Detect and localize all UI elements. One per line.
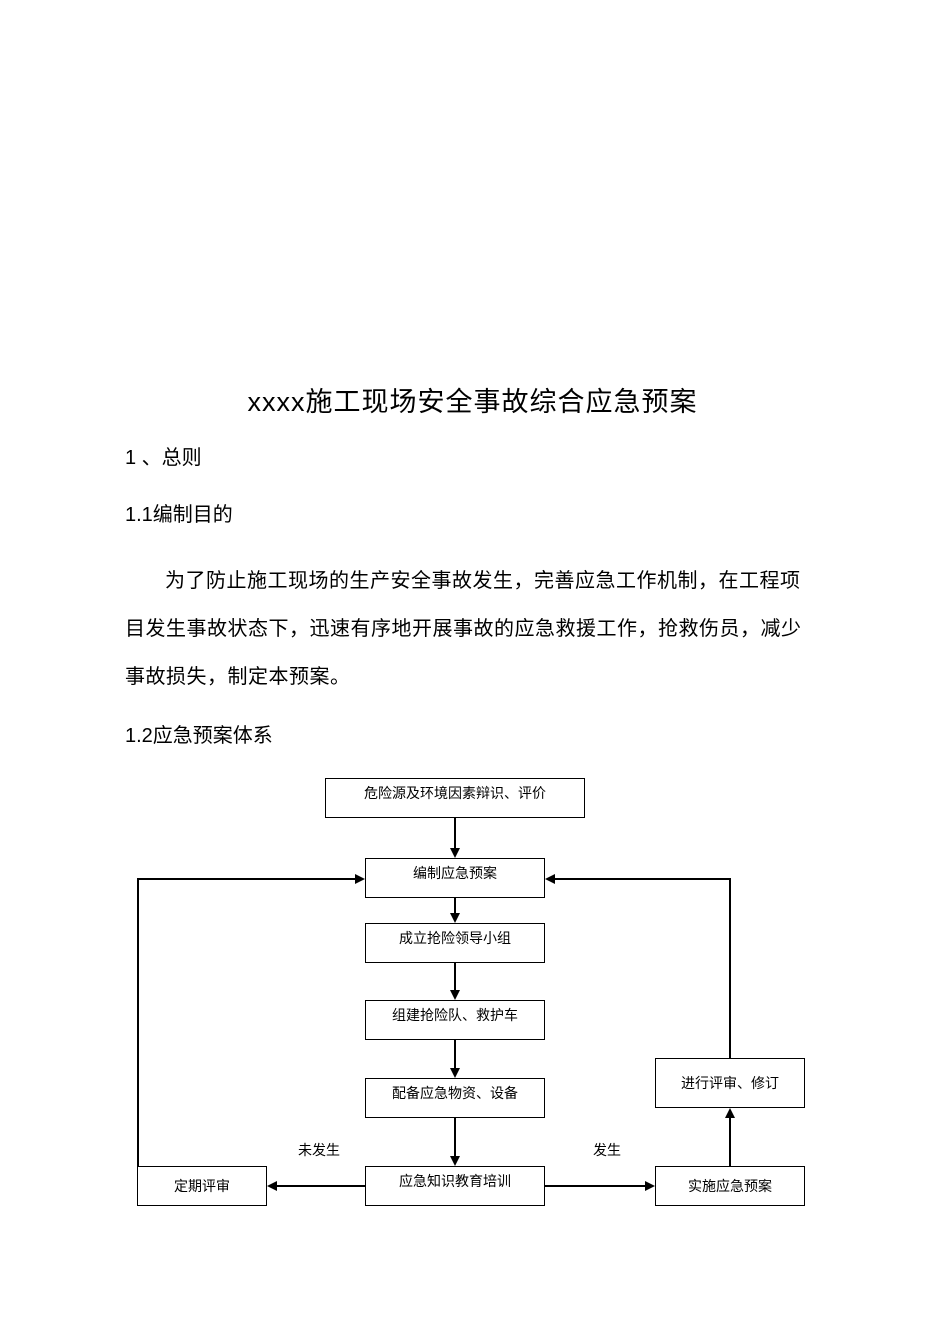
fc-connector xyxy=(277,1185,365,1187)
body-paragraph: 为了防止施工现场的生产安全事故发生，完善应急工作机制，在工程项目发生事故状态下，… xyxy=(125,557,820,701)
fc-arrow-down-icon xyxy=(450,1068,460,1078)
fc-node-hazard-identification: 危险源及环境因素辩识、评价 xyxy=(325,778,585,818)
fc-arrow-down-icon xyxy=(450,1156,460,1166)
fc-connector xyxy=(729,878,731,1058)
fc-connector xyxy=(545,1185,645,1187)
section-1-2-heading: 1.2应急预案体系 xyxy=(125,719,820,748)
fc-connector xyxy=(555,878,731,880)
fc-arrow-left-icon xyxy=(267,1181,277,1191)
fc-arrow-down-icon xyxy=(450,990,460,1000)
document-page: xxxx施工现场安全事故综合应急预案 1 、总则 1.1编制目的 为了防止施工现… xyxy=(0,0,945,1248)
fc-node-review-revise: 进行评审、修订 xyxy=(655,1058,805,1108)
fc-connector xyxy=(454,1118,456,1158)
fc-node-leadership-team: 成立抢险领导小组 xyxy=(365,923,545,963)
fc-arrow-down-icon xyxy=(450,913,460,923)
fc-connector xyxy=(454,963,456,992)
fc-node-periodic-review: 定期评审 xyxy=(137,1166,267,1206)
fc-arrow-down-icon xyxy=(450,848,460,858)
fc-node-implement-plan: 实施应急预案 xyxy=(655,1166,805,1206)
section-1-heading: 1 、总则 xyxy=(125,441,820,470)
title-prefix: xxxx xyxy=(248,387,306,417)
fc-node-compile-plan: 编制应急预案 xyxy=(365,858,545,898)
page-title: xxxx施工现场安全事故综合应急预案 xyxy=(125,380,820,419)
fc-arrow-right-icon xyxy=(355,874,365,884)
fc-arrow-left-icon xyxy=(545,874,555,884)
fc-connector xyxy=(454,818,456,850)
fc-node-rescue-team: 组建抢险队、救护车 xyxy=(365,1000,545,1040)
fc-connector xyxy=(454,1040,456,1070)
fc-connector xyxy=(137,878,355,880)
fc-connector xyxy=(729,1118,731,1166)
fc-edge-label-occurred: 发生 xyxy=(593,1140,621,1160)
section-1-1-heading: 1.1编制目的 xyxy=(125,498,820,527)
fc-node-materials: 配备应急物资、设备 xyxy=(365,1078,545,1118)
fc-connector xyxy=(137,878,139,1166)
fc-edge-label-not-occurred: 未发生 xyxy=(298,1140,340,1160)
fc-arrow-up-icon xyxy=(725,1108,735,1118)
emergency-plan-flowchart: 危险源及环境因素辩识、评价 编制应急预案 成立抢险领导小组 组建抢险队、救护车 … xyxy=(125,778,825,1248)
fc-node-training: 应急知识教育培训 xyxy=(365,1166,545,1206)
fc-arrow-right-icon xyxy=(645,1181,655,1191)
title-text: 施工现场安全事故综合应急预案 xyxy=(306,387,698,417)
